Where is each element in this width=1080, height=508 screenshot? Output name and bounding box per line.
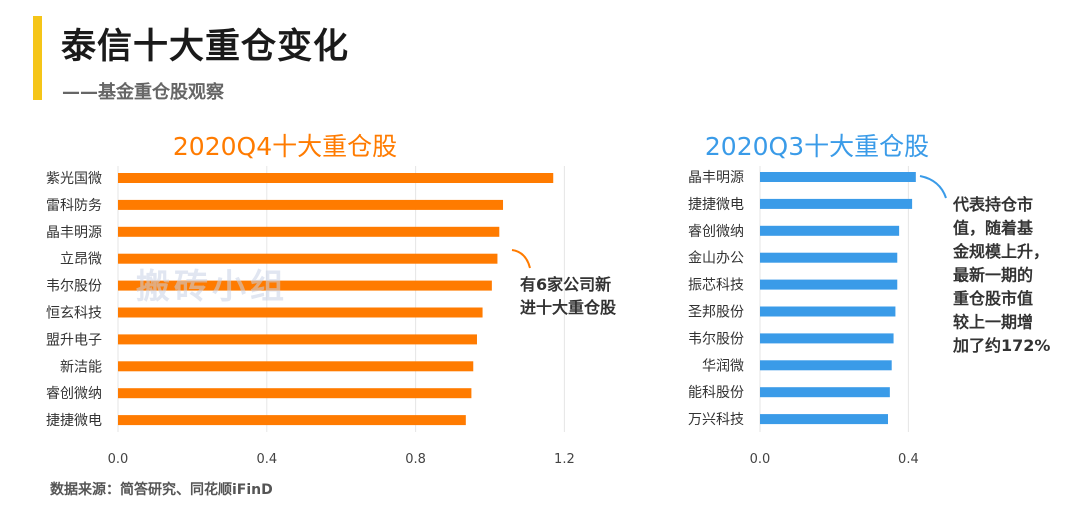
- q4-category-label: 韦尔股份: [46, 279, 102, 295]
- data-source: 数据来源：简答研究、同花顺iFinD: [50, 482, 273, 498]
- q3-annotation-text: 值，随着基: [953, 219, 1034, 238]
- q4-chart-title: 2020Q4十大重仓股: [173, 132, 397, 161]
- q4-category-label: 紫光国微: [46, 171, 102, 187]
- q3-annotation-text: 加了约172%: [952, 336, 1050, 355]
- q4-annotation-arrow: [511, 249, 531, 269]
- q4-category-label: 晶丰明源: [46, 225, 102, 241]
- q3-annotation-arrow: [919, 175, 947, 199]
- q4-tick-label: 0.8: [405, 452, 426, 467]
- q3-bar: [760, 172, 916, 182]
- q3-category-label: 金山办公: [688, 251, 744, 267]
- q3-bar: [760, 360, 892, 371]
- q3-bar: [760, 333, 894, 344]
- q3-category-label: 圣邦股份: [688, 305, 744, 321]
- q3-category-label: 华润微: [702, 358, 744, 374]
- q4-annotation-text: 有6家公司新: [520, 275, 611, 294]
- q4-bar: [118, 334, 477, 345]
- q3-tick-label: 0.4: [898, 452, 919, 467]
- q3-category-label: 万兴科技: [688, 412, 744, 428]
- q3-bar: [760, 225, 900, 236]
- q4-category-label: 睿创微纳: [46, 386, 102, 402]
- q4-bar: [118, 388, 472, 399]
- q3-category-label: 能科股份: [688, 385, 744, 401]
- q4-bar: [118, 307, 483, 318]
- q4-bar: [118, 226, 500, 237]
- q4-bar: [118, 253, 498, 264]
- q4-bar: [118, 361, 474, 372]
- q4-category-label: 恒玄科技: [46, 305, 102, 322]
- q3-bar: [760, 387, 890, 398]
- q4-category-label: 新洁能: [60, 359, 102, 375]
- q3-bar: [760, 198, 913, 209]
- q3-tick-label: 0.0: [750, 452, 771, 467]
- q4-bar: [118, 199, 504, 210]
- q3-bar: [760, 414, 888, 425]
- page-title: 泰信十大重仓变化: [61, 27, 350, 67]
- page-subtitle: ——基金重仓股观察: [62, 82, 224, 103]
- q3-annotation-text: 较上一期增: [953, 313, 1033, 332]
- q3-category-label: 晶丰明源: [688, 170, 744, 186]
- q3-annotation-text: 代表持仓市: [952, 195, 1033, 214]
- q4-tick-label: 1.2: [554, 452, 575, 467]
- q4-category-label: 立昂微: [60, 252, 102, 268]
- q3-category-label: 韦尔股份: [688, 331, 744, 347]
- q3-category-label: 捷捷微电: [688, 197, 744, 213]
- q3-annotation-text: 重仓股市值: [953, 289, 1033, 308]
- q3-bar: [760, 279, 898, 290]
- q4-tick-label: 0.0: [108, 452, 129, 467]
- title-accent-bar: [33, 16, 42, 100]
- q3-chart-title: 2020Q3十大重仓股: [705, 132, 929, 161]
- q3-annotation-text: 金规模上升，: [952, 242, 1049, 261]
- q3-bar: [760, 306, 896, 317]
- q3-category-label: 睿创微纳: [688, 224, 744, 240]
- q4-category-label: 盟升电子: [46, 332, 102, 348]
- q4-annotation-text: 进十大重仓股: [520, 298, 617, 317]
- watermark-text: 搬砖小组: [136, 267, 288, 307]
- q4-bar: [118, 173, 554, 183]
- q3-bar: [760, 252, 898, 263]
- q3-annotation-text: 最新一期的: [953, 266, 1033, 285]
- q4-bar: [118, 415, 466, 426]
- q4-tick-label: 0.4: [256, 452, 277, 467]
- q3-category-label: 振芯科技: [688, 278, 744, 294]
- q4-category-label: 雷科防务: [46, 198, 102, 214]
- q4-bar: [118, 280, 492, 291]
- q4-category-label: 捷捷微电: [46, 413, 102, 429]
